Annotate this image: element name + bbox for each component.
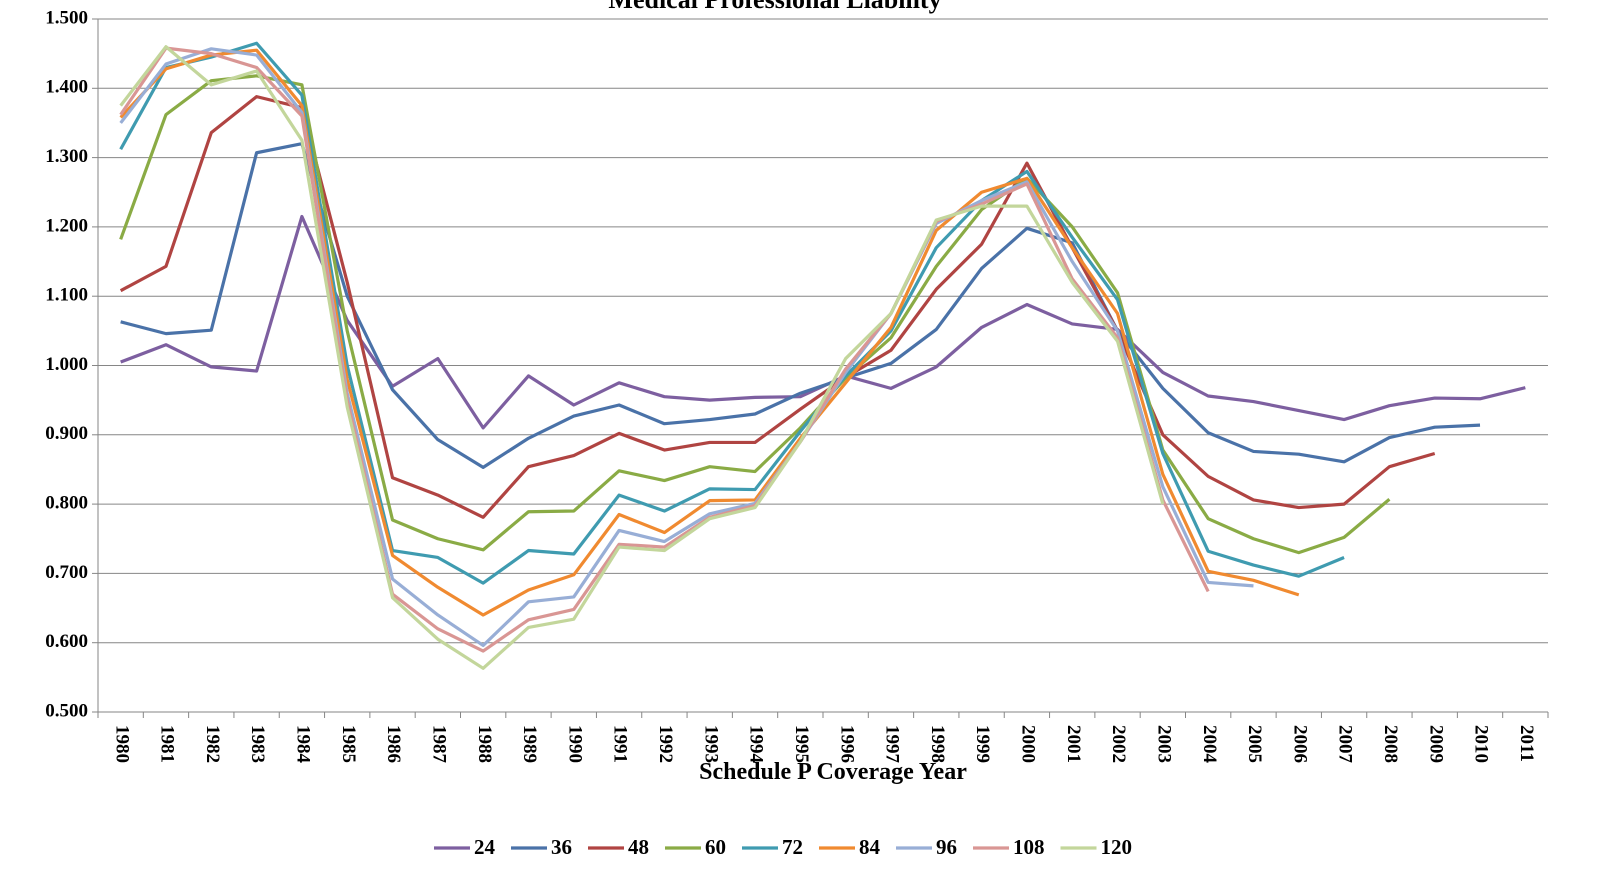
x-tick-label: 2002 <box>1108 725 1129 763</box>
series-line <box>120 142 1481 469</box>
x-tick-label: 1987 <box>428 725 449 764</box>
x-tick-label: 1982 <box>202 725 223 763</box>
x-tick-label: 2007 <box>1335 725 1356 764</box>
x-tick-label: 2011 <box>1516 725 1537 762</box>
y-tick-label: 0.700 <box>45 562 88 583</box>
x-tick-label: 1989 <box>519 725 540 763</box>
x-tick-label: 1986 <box>383 725 404 763</box>
legend-item: 24 <box>434 835 496 859</box>
y-tick-label: 0.800 <box>45 492 88 513</box>
legend-item: 60 <box>665 835 726 859</box>
x-tick-label: 2000 <box>1018 725 1039 763</box>
x-tick-label: 1995 <box>791 725 812 763</box>
legend-label: 120 <box>1101 835 1133 859</box>
x-tick-label: 2006 <box>1289 725 1310 763</box>
x-tick-label: 1984 <box>293 725 314 764</box>
x-tick-label: 1992 <box>655 725 676 763</box>
x-tick-label: 2008 <box>1380 725 1401 763</box>
y-tick-label: 0.900 <box>45 423 88 444</box>
x-tick-label: 1999 <box>972 725 993 763</box>
x-tick-label: 1980 <box>111 725 132 763</box>
legend-label: 60 <box>705 835 726 859</box>
y-tick-label: 1.500 <box>45 7 88 28</box>
y-tick-label: 0.500 <box>45 700 88 721</box>
x-tick-label: 1990 <box>564 725 585 763</box>
y-tick-label: 1.300 <box>45 146 88 167</box>
legend-label: 84 <box>859 835 881 859</box>
x-tick-label: 1996 <box>836 725 857 763</box>
y-tick-label: 1.100 <box>45 285 88 306</box>
legend-label: 36 <box>551 835 572 859</box>
x-tick-label: 2003 <box>1153 725 1174 763</box>
x-tick-label: 1985 <box>338 725 359 763</box>
legend: 24 36 48 60 72 84 96 108 120 <box>434 835 1132 859</box>
legend-label: 72 <box>782 835 803 859</box>
x-tick-label: 2010 <box>1471 725 1492 763</box>
x-tick-label: 2001 <box>1063 725 1084 763</box>
legend-item: 36 <box>511 835 572 859</box>
chart-title: Medical Professional Liability <box>608 0 941 14</box>
legend-item: 48 <box>588 835 649 859</box>
legend-item: 108 <box>973 835 1045 859</box>
x-tick-label: 1981 <box>157 725 178 763</box>
series-line <box>119 45 1165 670</box>
x-tick-label: 1998 <box>927 725 948 763</box>
x-tick-label: 2004 <box>1199 725 1220 764</box>
y-tick-label: 1.400 <box>45 77 88 98</box>
x-tick-label: 2005 <box>1244 725 1265 763</box>
y-tick-label: 1.200 <box>45 215 88 236</box>
x-tick-label: 1997 <box>882 725 903 764</box>
series-line <box>119 95 1436 519</box>
x-tick-label: 1983 <box>247 725 268 763</box>
y-tick-label: 1.000 <box>45 354 88 375</box>
legend-item: 72 <box>742 835 803 859</box>
legend-item: 120 <box>1060 835 1133 859</box>
legend-item: 96 <box>896 835 957 859</box>
legend-label: 48 <box>628 835 649 859</box>
legend-label: 96 <box>936 835 957 859</box>
x-axis-title: Schedule P Coverage Year <box>699 759 967 785</box>
series-line <box>119 74 1391 555</box>
series-line <box>119 41 1345 585</box>
legend-label: 108 <box>1013 835 1045 859</box>
x-tick-label: 1993 <box>700 725 721 763</box>
series-line <box>119 46 1210 653</box>
x-tick-label: 1991 <box>610 725 631 763</box>
y-tick-label: 0.600 <box>45 631 88 652</box>
series-line <box>119 47 1254 648</box>
legend-label: 24 <box>474 835 496 859</box>
x-tick-label: 1988 <box>474 725 495 763</box>
x-tick-label: 1994 <box>746 725 767 764</box>
x-tick-label: 2009 <box>1425 725 1446 763</box>
legend-item: 84 <box>819 835 881 859</box>
